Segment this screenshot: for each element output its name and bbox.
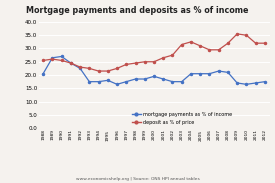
mortgage payments as % of income: [152, 75, 156, 77]
mortgage payments as % of income: [69, 62, 73, 64]
deposit as % of price: [134, 62, 137, 64]
deposit as % of price: [162, 57, 165, 59]
deposit as % of price: [226, 42, 230, 44]
mortgage payments as % of income: [226, 71, 230, 74]
mortgage payments as % of income: [189, 73, 192, 75]
deposit as % of price: [180, 43, 183, 46]
mortgage payments as % of income: [88, 81, 91, 83]
mortgage payments as % of income: [254, 82, 257, 84]
deposit as % of price: [60, 59, 63, 61]
deposit as % of price: [171, 54, 174, 56]
deposit as % of price: [88, 67, 91, 70]
deposit as % of price: [78, 66, 82, 68]
deposit as % of price: [217, 49, 220, 51]
deposit as % of price: [152, 61, 156, 63]
deposit as % of price: [42, 59, 45, 61]
Text: www.economicshelp.org | Source: ONS HPI annual tables: www.economicshelp.org | Source: ONS HPI …: [76, 177, 199, 181]
Text: Mortgage payments and deposits as % of income: Mortgage payments and deposits as % of i…: [26, 6, 249, 15]
deposit as % of price: [116, 67, 119, 70]
deposit as % of price: [263, 42, 266, 44]
deposit as % of price: [235, 33, 239, 35]
deposit as % of price: [199, 45, 202, 47]
deposit as % of price: [51, 58, 54, 60]
mortgage payments as % of income: [180, 81, 183, 83]
Line: mortgage payments as % of income: mortgage payments as % of income: [42, 55, 266, 85]
mortgage payments as % of income: [171, 81, 174, 83]
mortgage payments as % of income: [106, 79, 109, 81]
deposit as % of price: [125, 63, 128, 66]
mortgage payments as % of income: [60, 55, 63, 57]
Line: deposit as % of price: deposit as % of price: [42, 33, 266, 72]
mortgage payments as % of income: [97, 81, 100, 83]
deposit as % of price: [254, 42, 257, 44]
Legend: mortgage payments as % of income, deposit as % of price: mortgage payments as % of income, deposi…: [132, 112, 232, 125]
mortgage payments as % of income: [51, 57, 54, 59]
deposit as % of price: [143, 61, 146, 63]
mortgage payments as % of income: [143, 78, 146, 80]
mortgage payments as % of income: [116, 83, 119, 85]
deposit as % of price: [245, 34, 248, 36]
mortgage payments as % of income: [263, 81, 266, 83]
mortgage payments as % of income: [245, 83, 248, 85]
deposit as % of price: [97, 70, 100, 72]
deposit as % of price: [189, 41, 192, 43]
mortgage payments as % of income: [125, 81, 128, 83]
mortgage payments as % of income: [199, 73, 202, 75]
deposit as % of price: [106, 70, 109, 72]
mortgage payments as % of income: [134, 78, 137, 80]
deposit as % of price: [208, 49, 211, 51]
mortgage payments as % of income: [42, 73, 45, 75]
mortgage payments as % of income: [162, 78, 165, 80]
mortgage payments as % of income: [217, 70, 220, 72]
mortgage payments as % of income: [78, 67, 82, 70]
deposit as % of price: [69, 62, 73, 64]
mortgage payments as % of income: [235, 82, 239, 84]
mortgage payments as % of income: [208, 73, 211, 75]
